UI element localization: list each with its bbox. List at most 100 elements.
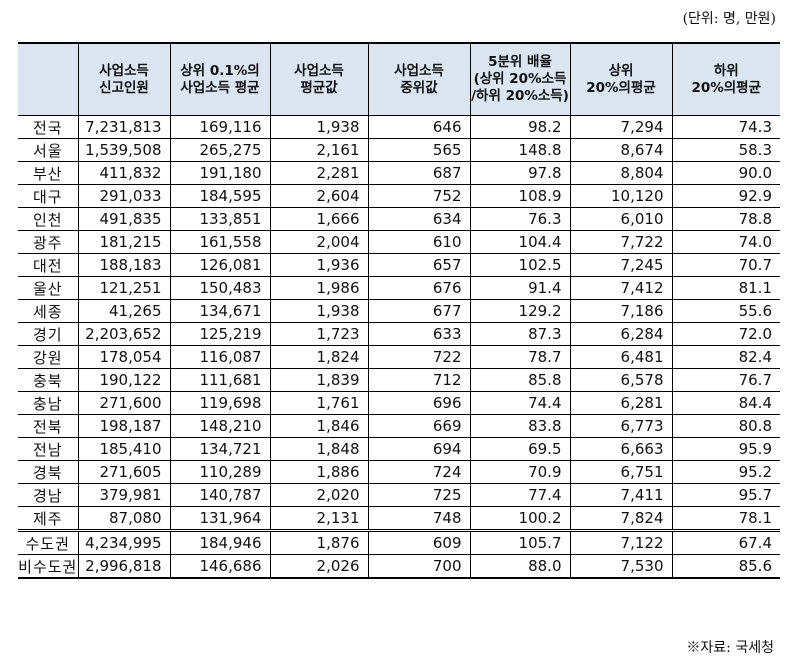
- cell-mean: 1,938: [269, 115, 369, 139]
- cell-top-20-average: 10,120: [569, 184, 673, 208]
- cell-top-0.1-average: 133,851: [169, 207, 271, 231]
- cell-filers: 181,215: [77, 230, 171, 254]
- cell-filers: 178,054: [77, 345, 171, 369]
- cell-mean: 1,938: [269, 299, 369, 323]
- cell-median: 634: [367, 207, 471, 231]
- cell-region: 충남: [18, 391, 79, 415]
- cell-top-20-average: 6,281: [569, 391, 673, 415]
- cell-region: 경남: [18, 483, 79, 507]
- cell-top-0.1-average: 110,289: [169, 460, 271, 484]
- cell-bottom-20-average: 81.1: [671, 276, 780, 300]
- cell-region: 부산: [18, 161, 79, 185]
- cell-median: 657: [367, 253, 471, 277]
- cell-bottom-20-average: 95.2: [671, 460, 780, 484]
- header-bottom-20-average: 하위 20%의평균: [671, 42, 780, 116]
- header-median: 사업소득 중위값: [367, 42, 471, 116]
- cell-top-20-average: 7,245: [569, 253, 673, 277]
- cell-filers: 7,231,813: [77, 115, 171, 139]
- cell-median: 724: [367, 460, 471, 484]
- cell-bottom-20-average: 80.8: [671, 414, 780, 438]
- cell-top-20-average: 7,530: [569, 554, 673, 579]
- cell-top-0.1-average: 134,721: [169, 437, 271, 461]
- cell-quintile-ratio: 69.5: [469, 437, 571, 461]
- table-row: 대구 291,033 184,595 2,604 752 108.9 10,120 92.9: [18, 184, 780, 208]
- cell-region: 세종: [18, 299, 79, 323]
- cell-top-0.1-average: 140,787: [169, 483, 271, 507]
- cell-bottom-20-average: 92.9: [671, 184, 780, 208]
- cell-top-20-average: 7,122: [569, 529, 673, 555]
- cell-bottom-20-average: 76.7: [671, 368, 780, 392]
- cell-region: 충북: [18, 368, 79, 392]
- cell-mean: 1,761: [269, 391, 369, 415]
- table-row: 전북 198,187 148,210 1,846 669 83.8 6,773 80.8: [18, 414, 780, 438]
- table-row: 비수도권 2,996,818 146,686 2,026 700 88.0 7,530 85.…: [18, 554, 780, 579]
- income-statistics-table: 사업소득 신고인원 상위 0.1%의 사업소득 평균 사업소득 평균값 사업소득…: [18, 42, 780, 579]
- cell-top-0.1-average: 191,180: [169, 161, 271, 185]
- cell-median: 722: [367, 345, 471, 369]
- cell-median: 694: [367, 437, 471, 461]
- cell-top-0.1-average: 126,081: [169, 253, 271, 277]
- header-top-0.1-average: 상위 0.1%의 사업소득 평균: [169, 42, 271, 116]
- cell-filers: 188,183: [77, 253, 171, 277]
- cell-filers: 2,203,652: [77, 322, 171, 346]
- cell-median: 677: [367, 299, 471, 323]
- cell-median: 676: [367, 276, 471, 300]
- cell-median: 752: [367, 184, 471, 208]
- cell-bottom-20-average: 84.4: [671, 391, 780, 415]
- header-filers: 사업소득 신고인원: [77, 42, 171, 116]
- cell-quintile-ratio: 129.2: [469, 299, 571, 323]
- cell-top-0.1-average: 119,698: [169, 391, 271, 415]
- cell-top-0.1-average: 125,219: [169, 322, 271, 346]
- cell-top-0.1-average: 116,087: [169, 345, 271, 369]
- table-row: 대전 188,183 126,081 1,936 657 102.5 7,245 70.7: [18, 253, 780, 277]
- cell-quintile-ratio: 91.4: [469, 276, 571, 300]
- cell-mean: 1,876: [269, 529, 369, 555]
- cell-median: 712: [367, 368, 471, 392]
- cell-region: 경기: [18, 322, 79, 346]
- cell-bottom-20-average: 70.7: [671, 253, 780, 277]
- cell-filers: 198,187: [77, 414, 171, 438]
- cell-top-20-average: 7,411: [569, 483, 673, 507]
- cell-quintile-ratio: 70.9: [469, 460, 571, 484]
- cell-filers: 87,080: [77, 506, 171, 531]
- cell-filers: 185,410: [77, 437, 171, 461]
- cell-filers: 491,835: [77, 207, 171, 231]
- table-row: 광주 181,215 161,558 2,004 610 104.4 7,722 74.0: [18, 230, 780, 254]
- cell-filers: 271,605: [77, 460, 171, 484]
- unit-note: (단위: 명, 만원): [682, 11, 776, 27]
- cell-mean: 1,936: [269, 253, 369, 277]
- cell-top-0.1-average: 169,116: [169, 115, 271, 139]
- cell-bottom-20-average: 55.6: [671, 299, 780, 323]
- cell-top-20-average: 7,294: [569, 115, 673, 139]
- cell-bottom-20-average: 95.7: [671, 483, 780, 507]
- cell-top-20-average: 6,481: [569, 345, 673, 369]
- cell-region: 수도권: [18, 529, 79, 555]
- header-quintile-ratio: 5분위 배율 (상위 20%소득 /하위 20%소득): [469, 42, 571, 116]
- cell-bottom-20-average: 78.1: [671, 506, 780, 531]
- table-row: 충남 271,600 119,698 1,761 696 74.4 6,281 84.4: [18, 391, 780, 415]
- table-row: 서울 1,539,508 265,275 2,161 565 148.8 8,674 58.3: [18, 138, 780, 162]
- cell-mean: 2,131: [269, 506, 369, 531]
- cell-top-20-average: 6,751: [569, 460, 673, 484]
- cell-median: 725: [367, 483, 471, 507]
- table-row: 제주 87,080 131,964 2,131 748 100.2 7,824 78.1: [18, 506, 780, 531]
- cell-region: 전남: [18, 437, 79, 461]
- table-body: 전국 7,231,813 169,116 1,938 646 98.2 7,294 74.3 서…: [18, 115, 780, 579]
- cell-filers: 4,234,995: [77, 529, 171, 555]
- cell-median: 610: [367, 230, 471, 254]
- cell-top-20-average: 6,010: [569, 207, 673, 231]
- cell-bottom-20-average: 85.6: [671, 554, 780, 579]
- cell-filers: 121,251: [77, 276, 171, 300]
- cell-mean: 2,026: [269, 554, 369, 579]
- cell-mean: 2,281: [269, 161, 369, 185]
- cell-quintile-ratio: 87.3: [469, 322, 571, 346]
- cell-top-20-average: 7,412: [569, 276, 673, 300]
- cell-filers: 271,600: [77, 391, 171, 415]
- cell-region: 경북: [18, 460, 79, 484]
- cell-region: 전북: [18, 414, 79, 438]
- cell-median: 669: [367, 414, 471, 438]
- table-row: 경기 2,203,652 125,219 1,723 633 87.3 6,284 72.0: [18, 322, 780, 346]
- cell-filers: 190,122: [77, 368, 171, 392]
- table-row: 강원 178,054 116,087 1,824 722 78.7 6,481 82.4: [18, 345, 780, 369]
- cell-quintile-ratio: 76.3: [469, 207, 571, 231]
